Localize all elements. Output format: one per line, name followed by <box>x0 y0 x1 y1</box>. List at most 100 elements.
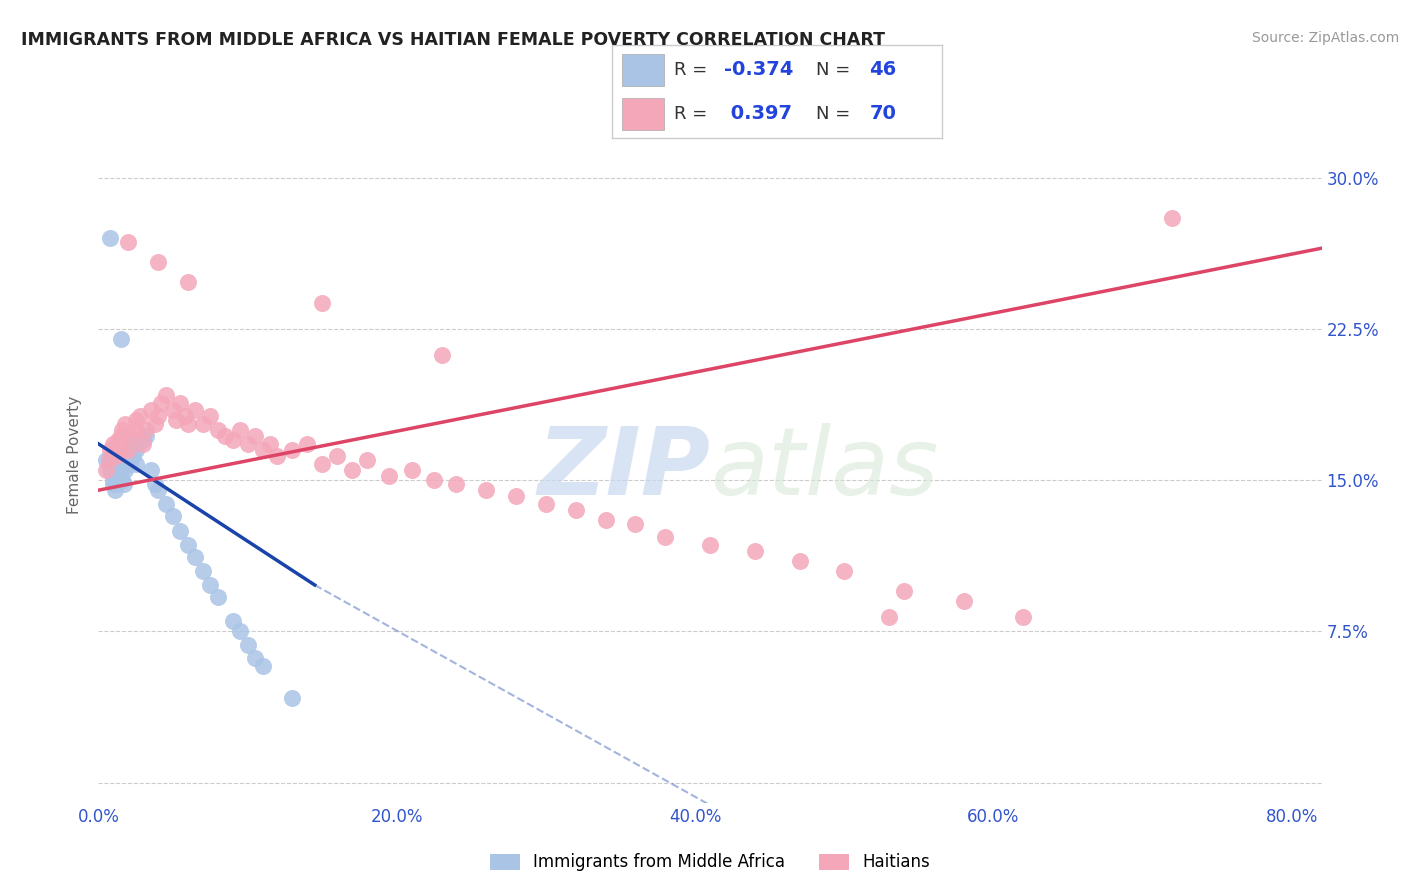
Point <box>120 429 142 443</box>
Point <box>877 610 900 624</box>
Point <box>177 538 200 552</box>
Point <box>162 402 184 417</box>
Point <box>789 554 811 568</box>
Point <box>252 658 274 673</box>
Point <box>200 409 222 423</box>
Point <box>162 509 184 524</box>
Point <box>221 615 243 629</box>
Point <box>107 433 129 447</box>
Point <box>229 423 252 437</box>
Point <box>169 396 191 410</box>
Point <box>177 276 200 290</box>
Point <box>120 437 142 451</box>
Point <box>311 295 333 310</box>
Y-axis label: Female Poverty: Female Poverty <box>67 396 83 514</box>
Point <box>101 449 124 463</box>
Point <box>326 449 349 463</box>
Point <box>699 538 721 552</box>
Point <box>135 429 157 443</box>
Point <box>1161 211 1184 225</box>
Point <box>117 235 139 249</box>
Point <box>744 543 766 558</box>
Point <box>430 348 453 362</box>
Point <box>98 463 121 477</box>
Point <box>281 442 304 457</box>
Point <box>103 477 125 491</box>
Text: Source: ZipAtlas.com: Source: ZipAtlas.com <box>1251 31 1399 45</box>
Point <box>475 483 498 498</box>
Point <box>117 442 139 457</box>
Point <box>110 442 132 457</box>
Point <box>132 433 155 447</box>
Point <box>103 473 125 487</box>
Point <box>534 497 557 511</box>
Text: 46: 46 <box>869 61 897 79</box>
Point <box>184 402 207 417</box>
Point <box>155 388 177 402</box>
Point <box>297 437 319 451</box>
Point <box>139 402 162 417</box>
Text: R =: R = <box>675 105 713 123</box>
Point <box>505 489 527 503</box>
Point <box>114 453 136 467</box>
Text: IMMIGRANTS FROM MIDDLE AFRICA VS HAITIAN FEMALE POVERTY CORRELATION CHART: IMMIGRANTS FROM MIDDLE AFRICA VS HAITIAN… <box>21 31 886 49</box>
Point <box>104 483 127 498</box>
Point <box>1012 610 1035 624</box>
Point <box>114 417 136 431</box>
Point <box>94 453 117 467</box>
Point <box>165 412 187 426</box>
Point <box>117 453 139 467</box>
Point <box>191 417 214 431</box>
Point <box>105 477 128 491</box>
Point <box>103 437 125 451</box>
Point <box>252 442 274 457</box>
Point <box>155 497 177 511</box>
Point <box>340 463 363 477</box>
Point <box>111 423 134 437</box>
Point <box>143 477 166 491</box>
Point <box>98 231 121 245</box>
Point <box>146 255 169 269</box>
Point <box>146 409 169 423</box>
Point <box>174 409 197 423</box>
Point <box>401 463 423 477</box>
Point <box>121 449 143 463</box>
Text: R =: R = <box>675 61 713 78</box>
Point <box>356 453 378 467</box>
Point <box>311 457 333 471</box>
Text: atlas: atlas <box>710 424 938 515</box>
Point <box>146 483 169 498</box>
Point <box>207 590 229 604</box>
Point <box>112 477 135 491</box>
Point <box>207 423 229 437</box>
Point <box>200 578 222 592</box>
Point <box>214 429 236 443</box>
Legend: Immigrants from Middle Africa, Haitians: Immigrants from Middle Africa, Haitians <box>484 847 936 878</box>
Point <box>446 477 468 491</box>
Point <box>177 417 200 431</box>
Point <box>107 463 129 477</box>
Point <box>105 449 128 463</box>
Text: N =: N = <box>817 61 856 78</box>
FancyBboxPatch shape <box>621 54 665 86</box>
Point <box>97 453 120 467</box>
Point <box>125 442 148 457</box>
Point <box>893 584 915 599</box>
Point <box>105 469 128 483</box>
Point <box>114 463 136 477</box>
Point <box>97 457 120 471</box>
Point <box>110 332 132 346</box>
Point <box>952 594 974 608</box>
Point <box>111 473 134 487</box>
Point <box>236 639 259 653</box>
Point <box>108 457 131 471</box>
Point <box>654 530 676 544</box>
Point <box>624 517 647 532</box>
Point <box>107 453 129 467</box>
FancyBboxPatch shape <box>621 98 665 130</box>
Text: N =: N = <box>817 105 856 123</box>
Point <box>132 437 155 451</box>
Point <box>191 564 214 578</box>
Point <box>266 449 288 463</box>
Point <box>221 433 243 447</box>
